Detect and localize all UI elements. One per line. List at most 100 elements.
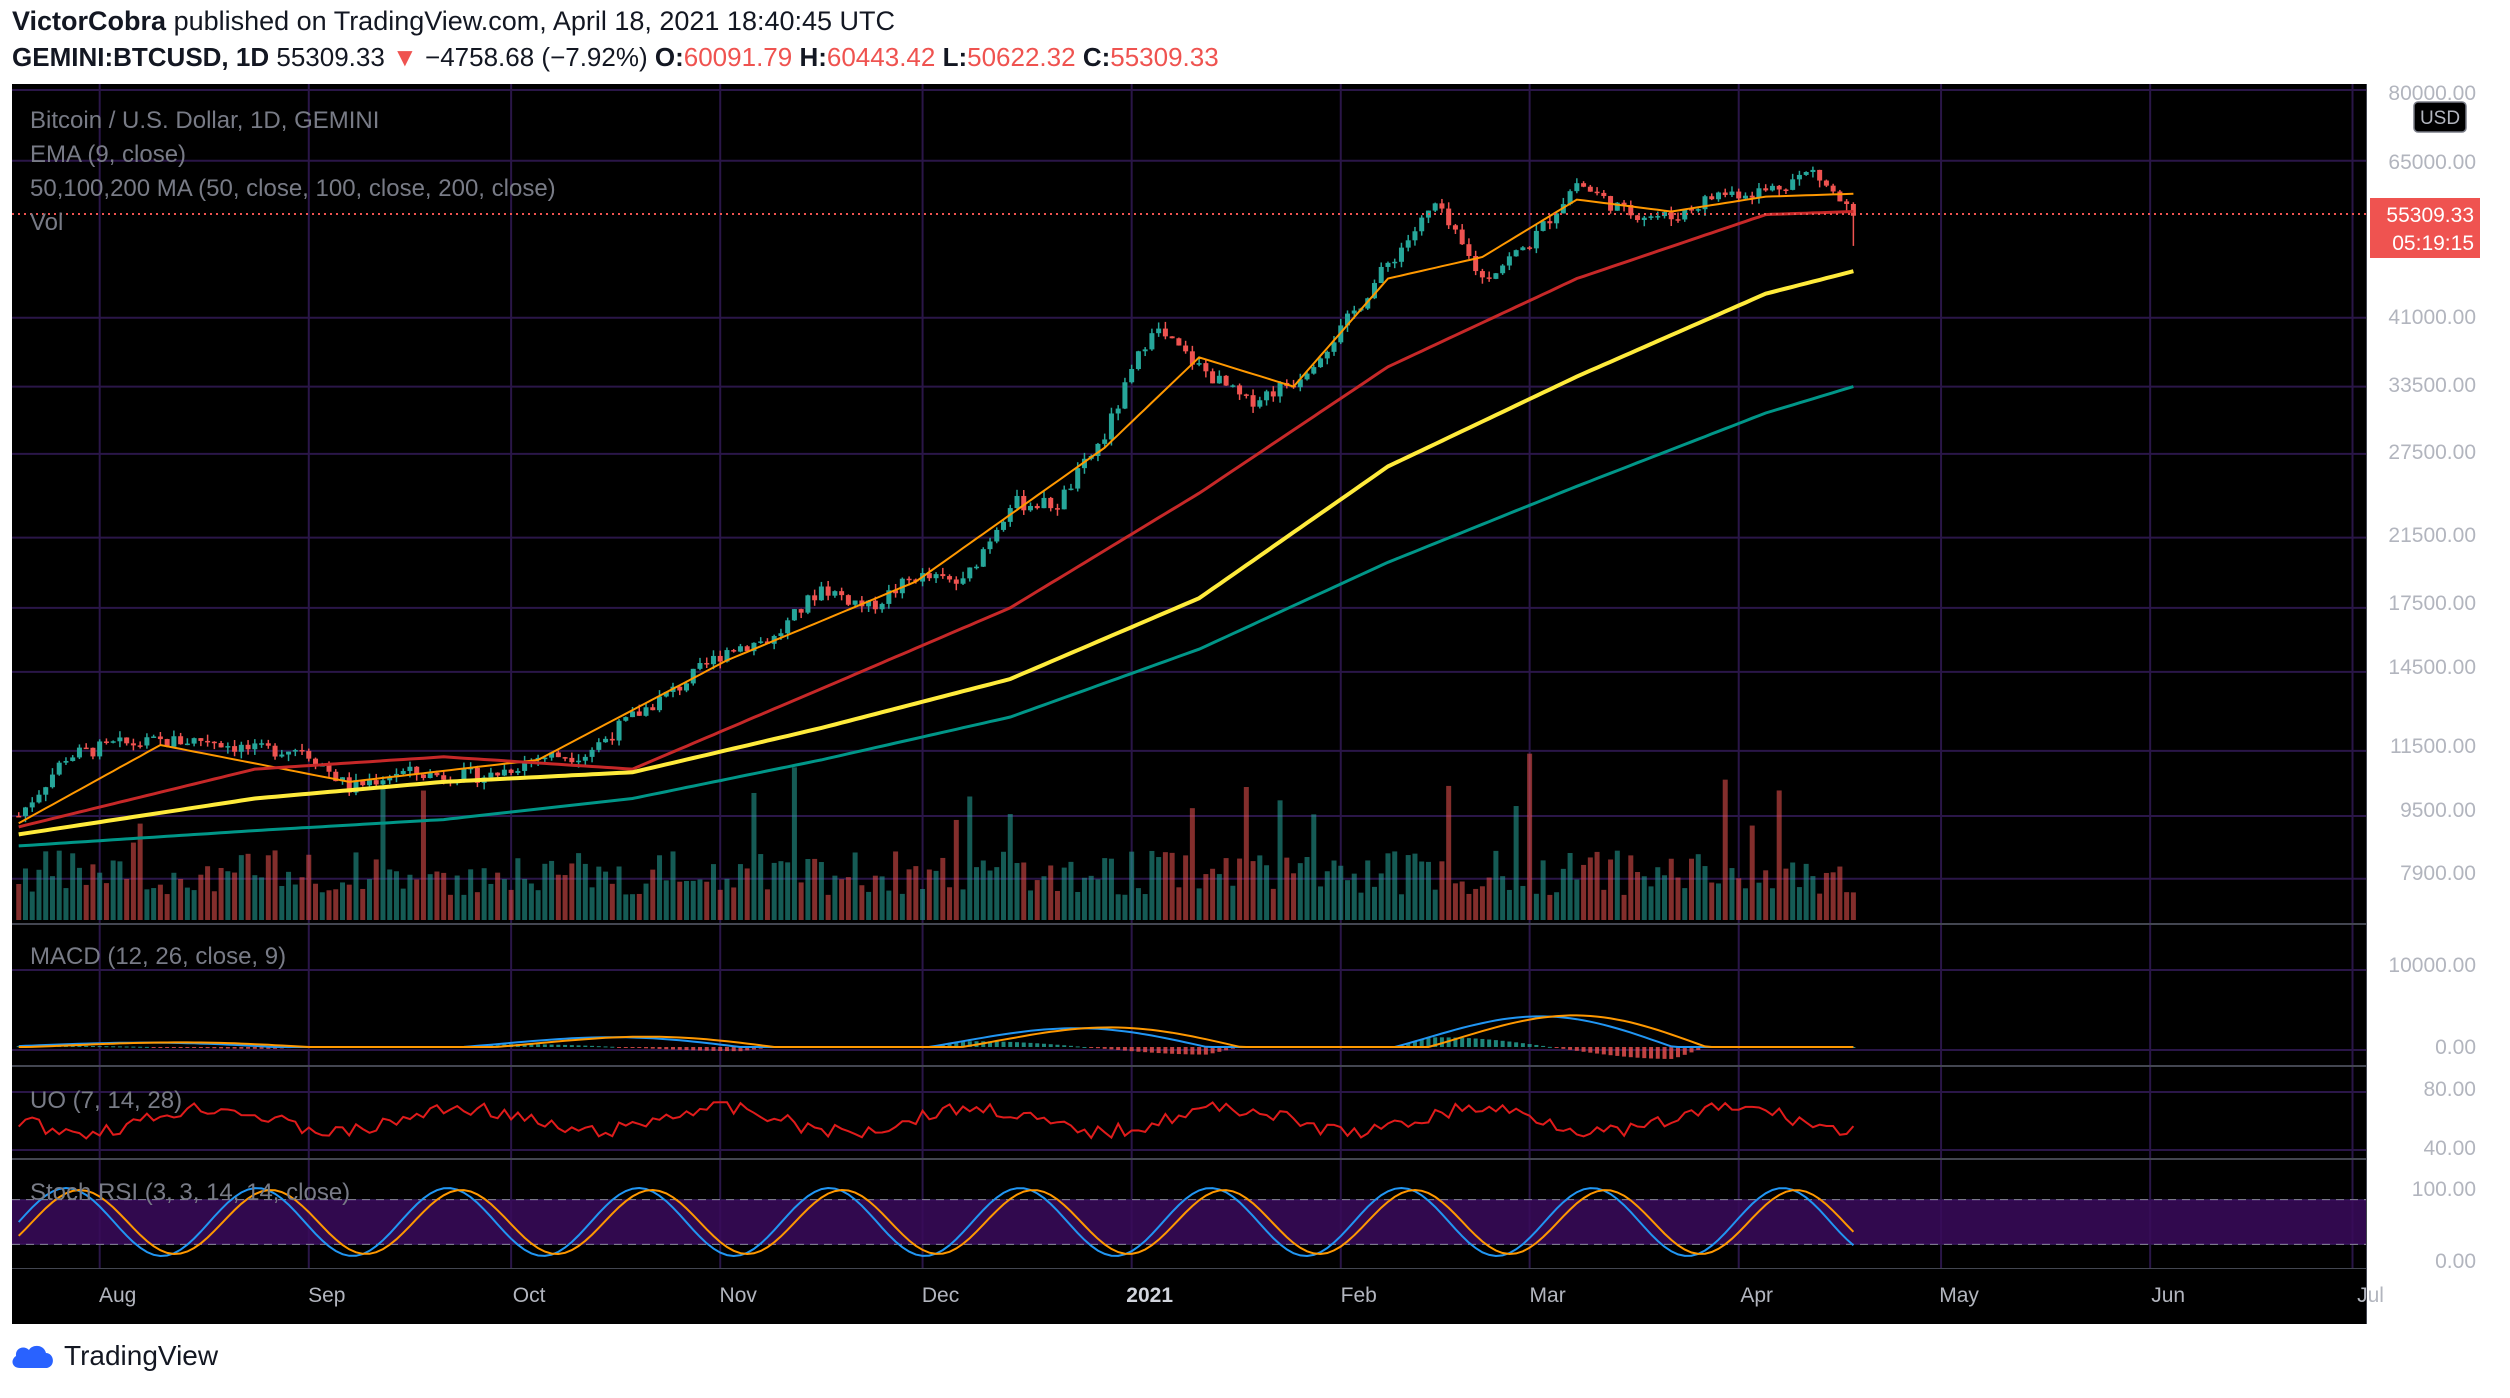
volume-bar (1668, 858, 1674, 920)
candle-body (1628, 205, 1634, 216)
candle-body (1500, 265, 1506, 274)
candle-body (1729, 191, 1735, 195)
macd-histogram-bar (1109, 1047, 1114, 1050)
uo-legend[interactable]: UO (7, 14, 28) (30, 1087, 182, 1114)
pane-separator[interactable] (12, 1065, 2366, 1067)
macd-histogram-bar (731, 1047, 736, 1052)
volume-bar (960, 889, 966, 920)
macd-histogram-bar (994, 1041, 999, 1047)
macd-histogram-bar (124, 1046, 129, 1048)
currency-badge[interactable] (2413, 101, 2467, 133)
time-label: Sep (308, 1284, 345, 1307)
candle-body (1756, 188, 1762, 198)
volume-bar (940, 857, 946, 920)
candle-body (683, 683, 689, 691)
price-tick: 65000.00 (2388, 151, 2476, 174)
volume-bar (1338, 865, 1344, 920)
volume-bar (144, 889, 150, 920)
macd-histogram-bar (590, 1045, 595, 1047)
volume-bar (1803, 863, 1809, 920)
volume-bar (292, 884, 298, 920)
volume-bar (333, 889, 339, 920)
tradingview-logo[interactable]: TradingView (10, 1340, 218, 1372)
candle-body (1169, 336, 1175, 339)
volume-bar (184, 887, 190, 920)
volume-bar (1270, 888, 1276, 920)
macd-histogram-bar (1001, 1041, 1006, 1047)
candle-body (1736, 191, 1742, 199)
volume-bar (157, 884, 163, 920)
volume-bar (1635, 872, 1641, 920)
volume-bar (670, 851, 676, 920)
candle-body (663, 691, 669, 697)
stoch-legend[interactable]: Stoch RSI (3, 3, 14, 14, close) (30, 1179, 350, 1206)
author-name[interactable]: VictorCobra (12, 6, 167, 36)
volume-bar (839, 879, 845, 920)
macd-histogram-bar (77, 1045, 82, 1047)
candle-body (1108, 413, 1114, 440)
ema-legend[interactable]: EMA (9, close) (30, 141, 186, 168)
ma-legend[interactable]: 50,100,200 MA (50, close, 100, close, 20… (30, 175, 556, 202)
candle-body (926, 573, 932, 579)
volume-bar (265, 855, 271, 920)
macd-histogram-bar (1412, 1041, 1417, 1047)
volume-bar (137, 823, 143, 920)
candle-body (980, 549, 986, 567)
candle-body (893, 590, 899, 594)
macd-histogram-bar (1520, 1043, 1525, 1047)
macd-histogram-bar (1574, 1047, 1579, 1051)
time-axis[interactable]: Aug Sep Oct Nov Dec 2021 Feb Mar Apr May Jun Jul (99, 1284, 2384, 1307)
candle-body (609, 738, 615, 741)
candle-body (1742, 195, 1748, 199)
candle-body (76, 747, 82, 758)
volume-bar (1169, 852, 1175, 920)
volume-bar (171, 872, 177, 920)
candle-body (1371, 283, 1377, 299)
candle-body (22, 807, 28, 817)
volume-bar (1156, 857, 1162, 920)
candle-body (1156, 328, 1162, 334)
candle-body (1041, 497, 1047, 509)
macd-histogram-bar (522, 1044, 527, 1047)
macd-histogram-bar (1028, 1042, 1033, 1047)
candle-body (259, 743, 265, 745)
macd-histogram-bar (563, 1044, 568, 1047)
candle-body (697, 663, 703, 669)
macd-histogram-bar (266, 1047, 271, 1049)
volume-bar (366, 879, 372, 920)
volume-bar (515, 858, 521, 920)
volume-bar (1459, 881, 1465, 920)
volume-bar (1129, 851, 1135, 920)
series-line-ma-200 (18, 385, 1854, 848)
cloud-icon (12, 1345, 53, 1368)
price-axis[interactable]: 80000.00 65000.00 41000.00 33500.00 2750… (2388, 82, 2476, 885)
volume-bar (90, 864, 96, 920)
candle-body (1122, 382, 1128, 409)
volume-bar (1736, 878, 1742, 920)
volume-bar (1796, 887, 1802, 920)
main-legend[interactable]: Bitcoin / U.S. Dollar, 1D, GEMINI (30, 107, 379, 134)
candle-body (63, 760, 69, 763)
pane-separator[interactable] (12, 1158, 2366, 1160)
candle-body (43, 787, 49, 795)
vol-legend[interactable]: Vol (30, 209, 63, 236)
candle-body (798, 609, 804, 613)
pane-separator[interactable] (12, 923, 2366, 925)
macd-histogram-bar (1163, 1047, 1168, 1054)
candle-body (737, 646, 743, 652)
volume-bar (1358, 892, 1364, 920)
volume-bar (218, 867, 224, 920)
volume-bar (1749, 825, 1755, 920)
volume-bar (1351, 873, 1357, 920)
macd-legend[interactable]: MACD (12, 26, close, 9) (30, 943, 286, 970)
time-label: May (1939, 1284, 1979, 1307)
volume-bar (1250, 861, 1256, 920)
volume-bar (1304, 857, 1310, 920)
macd-histogram-bar (1224, 1047, 1229, 1051)
volume-bar (589, 887, 595, 920)
macd-histogram-bar (1203, 1047, 1208, 1055)
last-price: 55309.33 (276, 42, 385, 72)
candle-body (1621, 202, 1627, 206)
candle-body (380, 780, 386, 785)
